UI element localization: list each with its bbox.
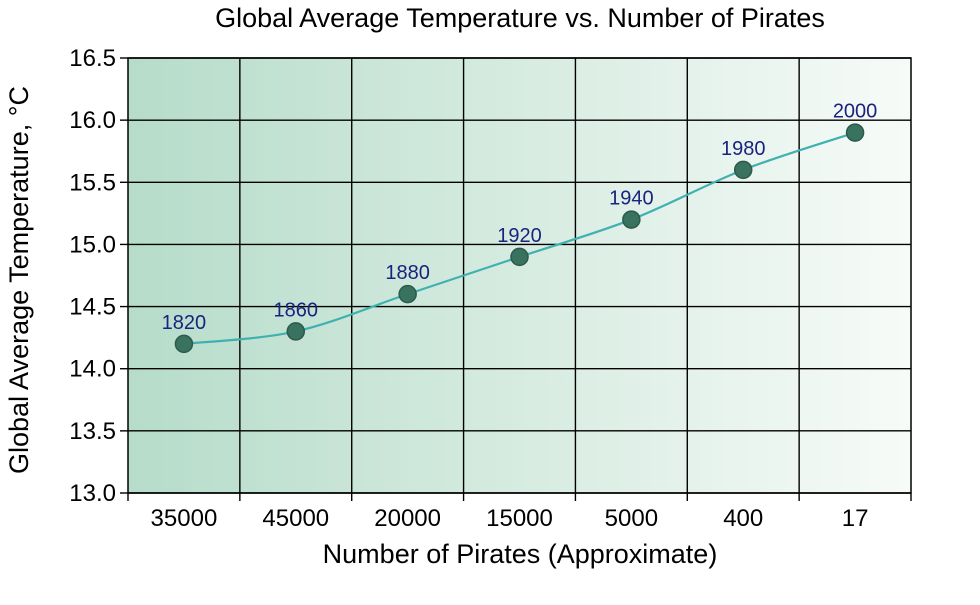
data-point [398,284,417,304]
x-tick-label: 15000 [486,505,553,532]
x-tick-label: 20000 [374,505,441,532]
y-axis-label: Global Average Temperature, °C [4,86,34,474]
data-point [174,334,194,354]
x-axis-label: Number of Pirates (Approximate) [323,539,718,569]
point-label: 1940 [609,188,654,210]
x-tick-label: 35000 [151,505,218,532]
y-tick-label: 16.0 [69,107,116,134]
point-label: 1920 [497,225,542,247]
point-label: 1820 [162,312,207,334]
data-point [845,123,865,142]
x-axis: 35000 45000 20000 15000 5000 400 17 [127,493,912,532]
y-tick-label: 13.5 [69,418,116,445]
y-tick-label: 14.5 [69,294,116,321]
point-label: 1860 [274,299,319,321]
x-tick-label: 45000 [262,505,329,532]
y-tick-label: 14.0 [69,356,116,383]
data-point [733,160,753,180]
grid-lines [128,57,911,494]
data-point [510,247,529,267]
data-point [286,322,306,341]
y-tick-label: 15.0 [69,231,116,258]
plot-frame [127,57,912,494]
point-label: 2000 [833,101,878,123]
y-tick-label: 15.5 [69,169,116,196]
data-point [622,210,641,229]
point-label: 1980 [721,138,766,160]
chart-title: Global Average Temperature vs. Number of… [215,3,825,33]
x-tick-label: 400 [723,505,763,532]
y-axis: 13.0 13.5 14.0 14.5 15.0 15.5 16.0 16.5 [69,45,128,507]
x-tick-label: 17 [842,505,869,532]
y-tick-label: 13.0 [69,480,116,507]
y-tick-label: 16.5 [69,45,116,72]
point-label: 1880 [385,262,430,284]
data-points: 1820 1860 1880 1920 1940 1980 2000 [162,101,878,354]
x-tick-label: 5000 [605,505,658,532]
plot-area [128,58,911,493]
